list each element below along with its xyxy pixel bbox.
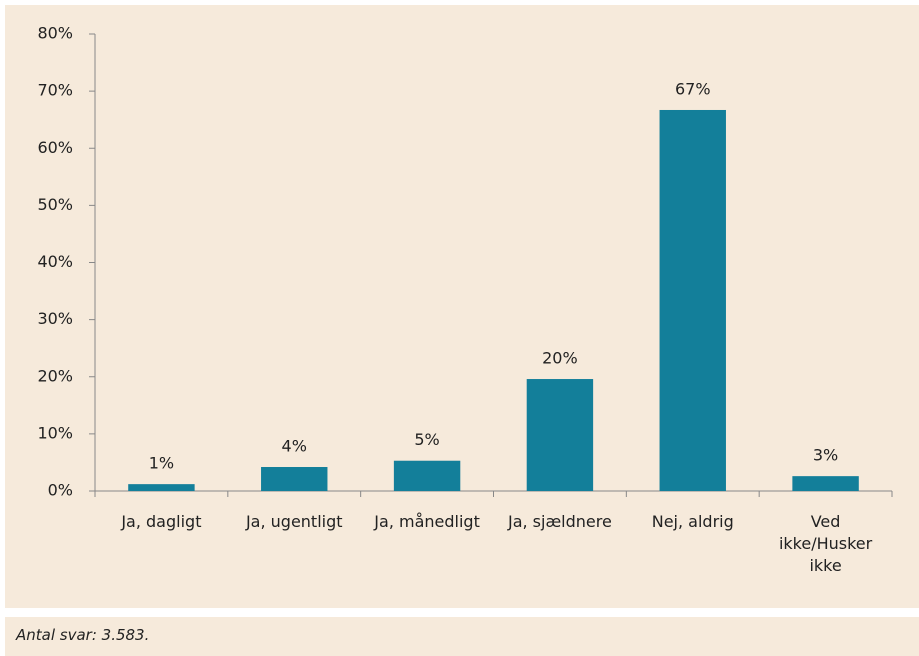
bar [792, 476, 859, 491]
data-label: 20% [542, 349, 578, 368]
bar [526, 379, 594, 491]
chart: 0% 10% 20% 30% 40% 50% 60% 70% 80% 1% 4% 5% 20% 67% 3% [37, 24, 893, 500]
y-tick-label: 30% [37, 309, 73, 328]
data-label: 4% [282, 437, 307, 456]
y-tick-label: 60% [37, 138, 73, 157]
y-tick-label: 70% [37, 81, 73, 100]
y-tick-label: 40% [37, 252, 73, 271]
data-label: 5% [414, 430, 439, 449]
y-tick-label: 50% [37, 195, 73, 214]
footnote-panel: Antal svar: 3.583. [5, 617, 919, 656]
y-tick-label: 10% [37, 423, 73, 442]
bar [261, 467, 328, 491]
data-label: 67% [675, 79, 711, 98]
x-tick-label: Ja, ugentligt [245, 512, 343, 531]
x-tick-label: Ja, månedligt [374, 512, 480, 531]
y-tick-label: 20% [37, 366, 73, 385]
x-tick-label: Nej, aldrig [651, 512, 734, 531]
bar [128, 484, 195, 491]
data-label: 3% [813, 446, 838, 465]
y-tick-label: 0% [48, 481, 73, 500]
y-tick-label: 80% [37, 24, 73, 43]
data-label: 1% [149, 454, 174, 473]
x-tick-label: Ja, sjældnere [507, 512, 612, 531]
footnote: Antal svar: 3.583. [16, 626, 150, 644]
bar [659, 109, 726, 491]
chart-panel [5, 5, 919, 608]
bar [393, 460, 461, 491]
x-tick-label: Ja, dagligt [121, 512, 202, 531]
x-tick-label: Ved ikke/Husker ikke [778, 512, 873, 575]
